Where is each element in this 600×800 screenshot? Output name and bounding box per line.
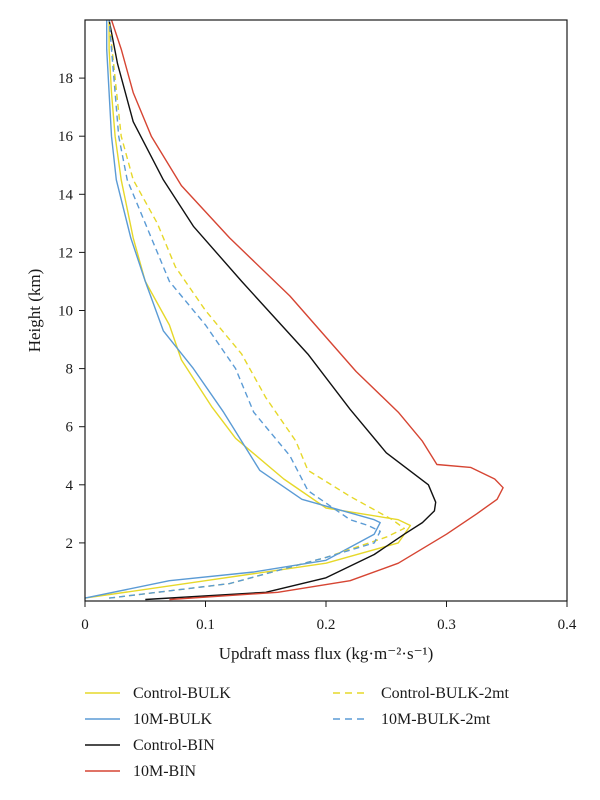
y-tick-label: 6 — [66, 420, 74, 436]
series-line-10m-bulk — [84, 20, 381, 599]
y-tick-label: 10 — [58, 304, 73, 320]
series-line-10m-bulk-2mt — [108, 19, 381, 599]
y-tick-label: 14 — [58, 187, 74, 203]
y-tick-label: 16 — [58, 129, 74, 145]
legend-label: 10M-BULK-2mt — [381, 711, 491, 728]
series-line-control-bulk-2mt — [108, 19, 405, 599]
legend: Control-BULK 10M-BULK Control-BIN 10M-BIN Co… — [85, 685, 510, 780]
plot-lines — [84, 19, 504, 601]
x-axis-label: Updraft mass flux (kg·m⁻²·s⁻¹) — [219, 644, 434, 663]
series-line-10m-bin — [110, 19, 504, 601]
y-axis: 2 4 6 8 10 12 14 16 18 — [58, 71, 85, 552]
x-tick-label: 0.1 — [196, 617, 215, 633]
legend-label: Control-BULK-2mt — [381, 685, 510, 702]
legend-label: Control-BIN — [133, 737, 215, 754]
x-tick-label: 0 — [81, 617, 89, 633]
series-line-control-bulk — [84, 20, 412, 599]
x-tick-label: 0.2 — [317, 617, 336, 633]
plot-frame — [84, 19, 568, 602]
y-axis-label: Height (km) — [25, 269, 44, 353]
y-tick-label: 4 — [66, 478, 74, 494]
legend-label: Control-BULK — [133, 685, 231, 702]
legend-label: 10M-BULK — [133, 711, 213, 728]
y-tick-label: 12 — [58, 245, 73, 261]
x-axis: 0 0.1 0.2 0.3 0.4 — [81, 601, 577, 633]
series-line-control-bin — [108, 19, 437, 601]
y-tick-label: 2 — [66, 536, 74, 552]
y-tick-label: 8 — [66, 362, 74, 378]
x-tick-label: 0.3 — [437, 617, 456, 633]
x-tick-label: 0.4 — [558, 617, 577, 633]
legend-label: 10M-BIN — [133, 763, 197, 780]
y-tick-label: 18 — [58, 71, 73, 87]
